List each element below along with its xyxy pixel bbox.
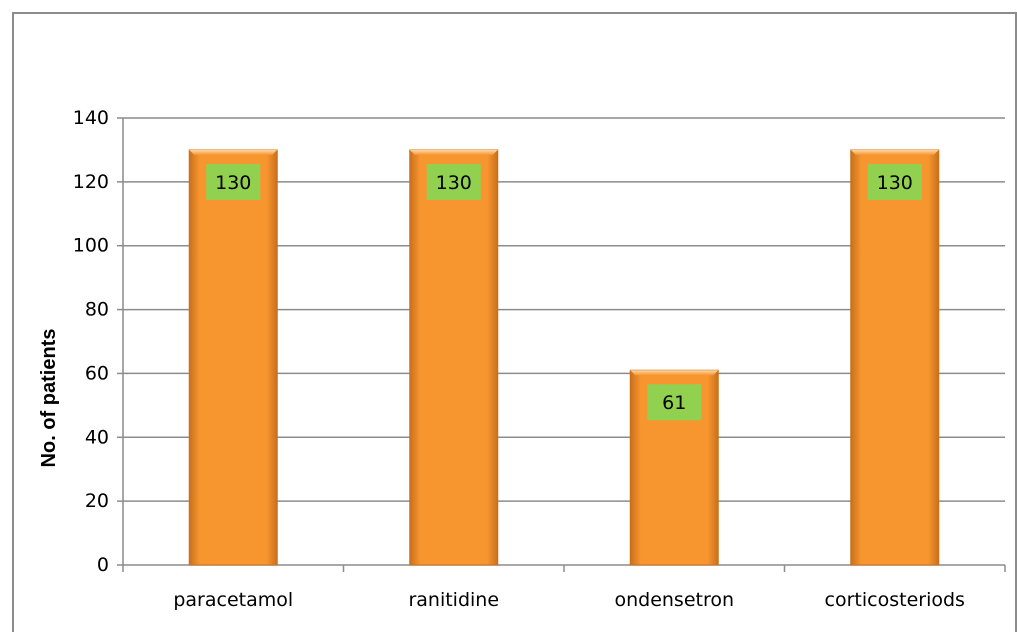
- y-tick-label: 20: [85, 490, 109, 512]
- y-tick-label: 100: [73, 235, 109, 257]
- bar-paracetamol: [188, 149, 278, 566]
- data-labels: 130 130 61 130: [206, 163, 922, 421]
- y-tick-label: 60: [85, 362, 109, 384]
- bar-bevel: [630, 370, 719, 376]
- y-tick-label: 140: [73, 107, 109, 129]
- x-category-label: ondensetron: [614, 589, 734, 611]
- bar-ranitidine: [409, 149, 499, 566]
- y-tick-label: 0: [97, 554, 109, 576]
- data-label: 130: [215, 172, 251, 194]
- data-label: 130: [877, 172, 913, 194]
- data-label: 61: [662, 392, 686, 414]
- bar: [188, 149, 278, 566]
- bar-bevel: [409, 149, 498, 155]
- x-category-label: corticosteriods: [825, 589, 965, 611]
- bar: [850, 149, 940, 566]
- y-axis-title: No. of patients: [38, 329, 60, 468]
- bar: [409, 149, 499, 566]
- data-label-box: [867, 163, 922, 200]
- data-label: 130: [436, 172, 472, 194]
- y-tick-label: 120: [73, 171, 109, 193]
- bar-corticosteriods: [850, 149, 940, 566]
- chart-frame: [12, 12, 1017, 632]
- bar-bevel: [850, 149, 939, 155]
- y-tick-label: 40: [85, 426, 109, 448]
- data-label-box: [647, 384, 702, 421]
- y-tick-label: 80: [85, 299, 109, 321]
- x-category-label: ranitidine: [408, 589, 499, 611]
- bars: [188, 149, 940, 566]
- data-label-box: [426, 163, 481, 200]
- bar-bevel: [189, 149, 278, 155]
- x-category-label: paracetamol: [173, 589, 293, 611]
- data-label-box: [206, 163, 261, 200]
